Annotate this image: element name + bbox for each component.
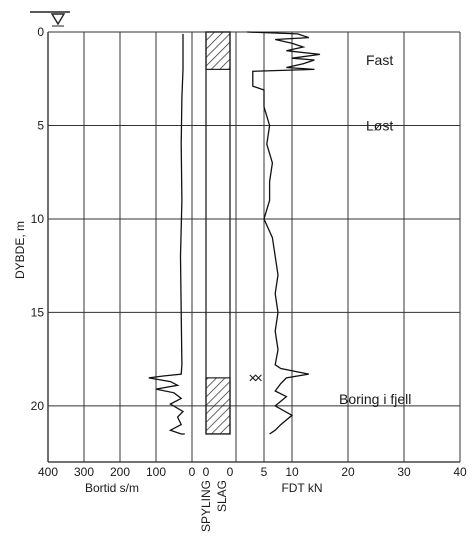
x-tick-label-bortid: 0 [189,465,196,479]
cross-marker [249,374,257,382]
y-tick-label: 0 [37,25,44,39]
groundwater-symbol [30,11,70,27]
method-label-spyling: SPYLING [199,480,213,532]
x-axis-label-bortid: Bortid s/m [85,481,139,495]
x-tick-label-fdt: 20 [341,465,355,479]
annotation-boring-i-fjell: Boring i fjell [339,391,411,407]
x-tick-labels: 400 300 200 100 0 0 0 5 10 20 30 40 [38,465,467,479]
x-tick-label-bortid: 300 [74,465,94,479]
hatched-interval-lower [205,377,231,435]
y-tick-labels: 0 5 10 15 20 [31,25,45,413]
x-tick-label-bortid: 400 [38,465,58,479]
x-axis-label-fdt: FDT kN [281,481,322,495]
x-tick-label-method: 0 [203,465,210,479]
y-tick-label: 15 [31,305,45,319]
x-tick-label-fdt: 30 [397,465,411,479]
fdt-curve [247,31,321,435]
y-axis-label: DYBDE, m [13,221,27,279]
x-tick-label-fdt: 5 [261,465,268,479]
annotation-fast: Fast [366,52,393,68]
cross-marker [255,374,262,382]
y-tick-label: 5 [37,118,44,132]
y-tick-label: 20 [31,399,45,413]
x-tick-label-bortid: 100 [146,465,166,479]
x-tick-label-method: 0 [227,465,234,479]
bortid-curve [148,33,185,435]
method-label-slag: SLAG [215,480,229,512]
drilling-method-column [205,31,231,435]
cross-markers [249,374,262,382]
y-tick-label: 10 [31,212,45,226]
x-tick-label-bortid: 200 [110,465,130,479]
x-tick-label-fdt: 10 [285,465,299,479]
hatched-interval-upper [205,31,231,70]
x-tick-label-fdt: 40 [453,465,467,479]
annotation-lost: Løst [366,117,393,133]
grid [47,31,461,463]
method-column-outline [205,31,231,435]
